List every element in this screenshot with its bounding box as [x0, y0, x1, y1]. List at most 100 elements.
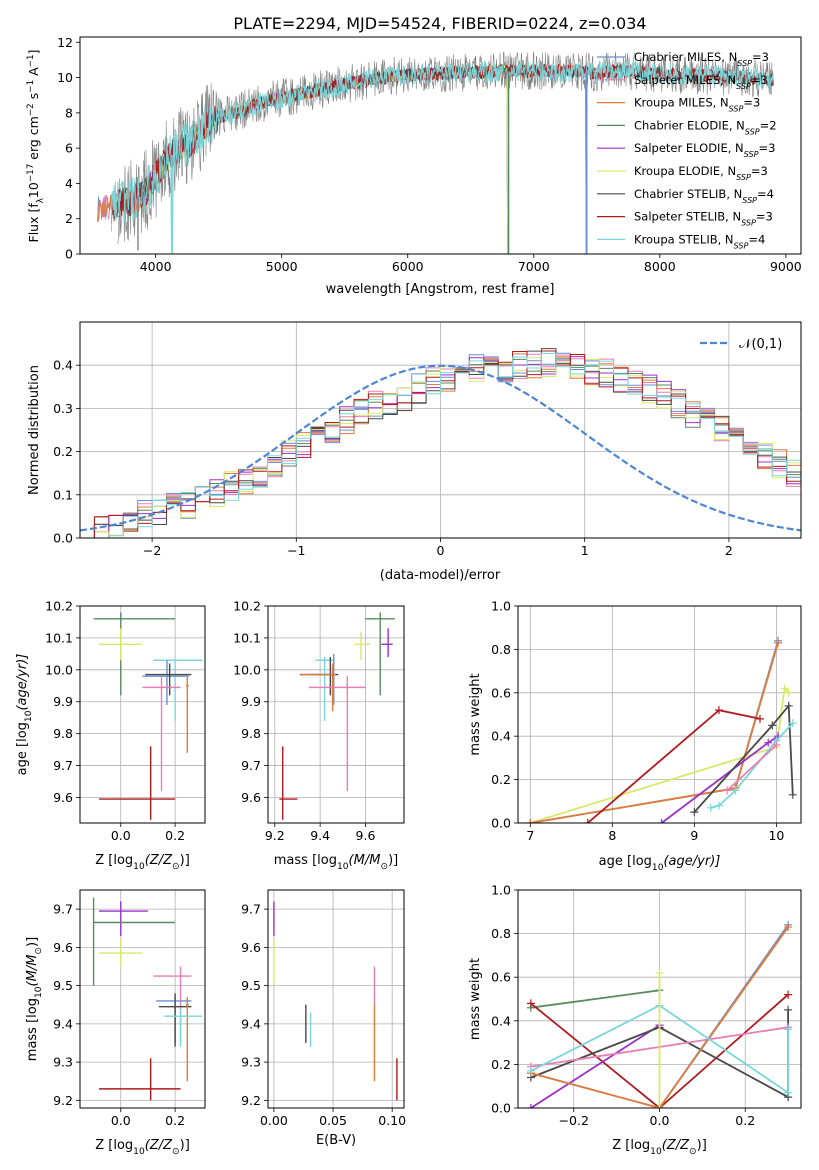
grid: [268, 890, 404, 1108]
weight-line: [693, 703, 794, 813]
label-part: Chabrier STELIB, N: [634, 187, 742, 201]
observed-spectrum: [117, 51, 774, 245]
legend-entry: Kroupa ELODIE, NSSP=3: [634, 164, 768, 182]
label-part: ⊙: [172, 1147, 180, 1157]
label-part: ]: [26, 50, 41, 55]
x-tick-label: 0.10: [378, 1113, 406, 1128]
y-tick-label: 8: [65, 105, 73, 120]
weight-marker: [655, 1104, 664, 1108]
x-tick-label: 0: [437, 543, 445, 558]
label-part: 10: [133, 1147, 145, 1157]
y-tick-label: 0.4: [491, 729, 511, 744]
y-tick-label: 10.1: [45, 630, 73, 645]
x-tick-label: 10: [768, 828, 784, 843]
legend-entry: Kroupa STELIB, NSSP=4: [634, 232, 765, 250]
x-tick-label: 5000: [266, 259, 298, 274]
axes: 7 8 9 10 0.0 0.2 0.4 0.6 0.8 1.0: [491, 599, 802, 843]
x-tick-label: 9.6: [356, 828, 376, 843]
y-tick-label: 0.0: [491, 1101, 511, 1116]
label-part: 10: [133, 862, 145, 872]
y-tick-label: 0.6: [491, 685, 511, 700]
label-part: 10: [34, 986, 44, 998]
weight-marker: [784, 923, 793, 932]
y-tick-label: 9.2: [241, 1093, 261, 1108]
weight-marker: [784, 1005, 793, 1014]
label-part: mass [log: [274, 853, 337, 868]
grid: [80, 890, 205, 1108]
label-part: Z [log: [612, 1138, 650, 1153]
label-part: 10: [650, 1147, 662, 1157]
axes-frame: [267, 605, 405, 824]
y-tick-label: 9.6: [53, 940, 73, 955]
panel-mass_vs_ebv: 0.00 0.05 0.10 9.2 9.3 9.4 9.5 9.6 9.7 E(B-V): [241, 889, 406, 1148]
y-tick-label: 0.2: [491, 1057, 511, 1072]
weight-marker: [784, 701, 793, 710]
y-tick-label: 0.2: [53, 444, 73, 459]
weight-line: [530, 926, 789, 1108]
weight-line: [726, 744, 778, 792]
y-tick-label: 10.0: [233, 662, 261, 677]
weight-marker: [780, 684, 789, 693]
axes: 0.0 0.2 9.2 9.3 9.4 9.5 9.6 9.7: [53, 889, 206, 1128]
legend-entry: 𝒩(0,1): [739, 337, 782, 352]
legend-entry: Salpeter ELODIE, NSSP=3: [634, 141, 775, 159]
label-part: Kroupa STELIB, N: [634, 232, 734, 246]
x-axis-label: age [log10(age/yr)]: [599, 854, 721, 873]
axes-frame: [267, 889, 405, 1109]
y-tick-label: 1.0: [491, 883, 511, 898]
label-part: Chabrier MILES, N: [634, 50, 737, 64]
weight-line: [530, 993, 789, 1108]
y-axis-label: mass weight: [468, 673, 483, 755]
y-axis-label: Flux [fλ10−17 erg cm−2 s−1 A−1]: [26, 50, 46, 243]
y-tick-label: 0.6: [491, 970, 511, 985]
label-part: (Z/Z: [662, 1138, 690, 1153]
y-axis-label: mass [log10(M/M⊙)]: [25, 937, 44, 1061]
label-part: Z [log: [95, 853, 133, 868]
label-part: A: [26, 67, 41, 80]
x-axis-label: wavelength [Angstrom, rest frame]: [326, 282, 555, 297]
axes-frame: [79, 36, 802, 255]
panel-age_vs_Z: 0.0 0.29.69.79.89.910.010.110.2Z [log10(Z…: [15, 599, 206, 872]
weight-marker: [784, 688, 793, 697]
y-tick-label: 10.2: [45, 599, 73, 614]
label-part: )]: [25, 937, 40, 947]
label-part: ⊙: [172, 862, 180, 872]
grid: [518, 605, 801, 824]
panel-residuals: −2 −1 0 1 2 0.0 0.1 0.2 0.3 0.4 𝒩(0,1) (data-model)…: [27, 321, 802, 583]
y-tick-label: 9.9: [53, 694, 73, 709]
y-axis-label: Normed distribution: [27, 365, 42, 495]
y-tick-label: 9.6: [241, 790, 261, 805]
axes: 4000 5000 6000 7000 8000 9000 0 2 4 6 8 10 12: [57, 35, 802, 274]
x-tick-label: 0.0: [111, 1113, 131, 1128]
axes: −0.2 0.0 0.2 0.0 0.2 0.4 0.6 0.8 1.0: [491, 883, 802, 1128]
label-part: 10: [652, 863, 664, 873]
weight-marker: [774, 638, 783, 647]
label-part: =3: [751, 164, 768, 178]
label-part: Salpeter STELIB, N: [634, 210, 741, 224]
y-tick-label: 9.4: [241, 1016, 261, 1031]
weight-marker: [714, 706, 723, 715]
x-tick-label: 9.4: [310, 828, 330, 843]
y-tick-label: 0.4: [53, 358, 73, 373]
label-part: −1: [26, 54, 36, 67]
label-part: =3: [743, 96, 760, 110]
x-tick-label: 0.05: [319, 1113, 347, 1128]
histogram-kroupa-stelib: [80, 352, 801, 538]
label-part: (M/M: [349, 853, 381, 868]
weight-marker: [526, 999, 535, 1008]
y-tick-label: 9.8: [241, 726, 261, 741]
x-axis-label: mass [log10(M/M⊙)]: [274, 853, 398, 872]
label-part: Salpeter MILES, N: [634, 73, 736, 87]
weight-line: [530, 642, 779, 823]
label-part: =4: [757, 187, 774, 201]
weight-marker: [784, 1088, 793, 1097]
label-part: SSP: [734, 241, 749, 250]
label-part: =3: [752, 50, 769, 64]
x-tick-label: 9000: [770, 259, 802, 274]
weight-line: [530, 989, 660, 1009]
plot-area: [273, 901, 398, 1101]
weight-marker: [526, 1104, 535, 1108]
label-part: erg cm: [26, 116, 41, 164]
y-tick-label: 9.8: [53, 726, 73, 741]
